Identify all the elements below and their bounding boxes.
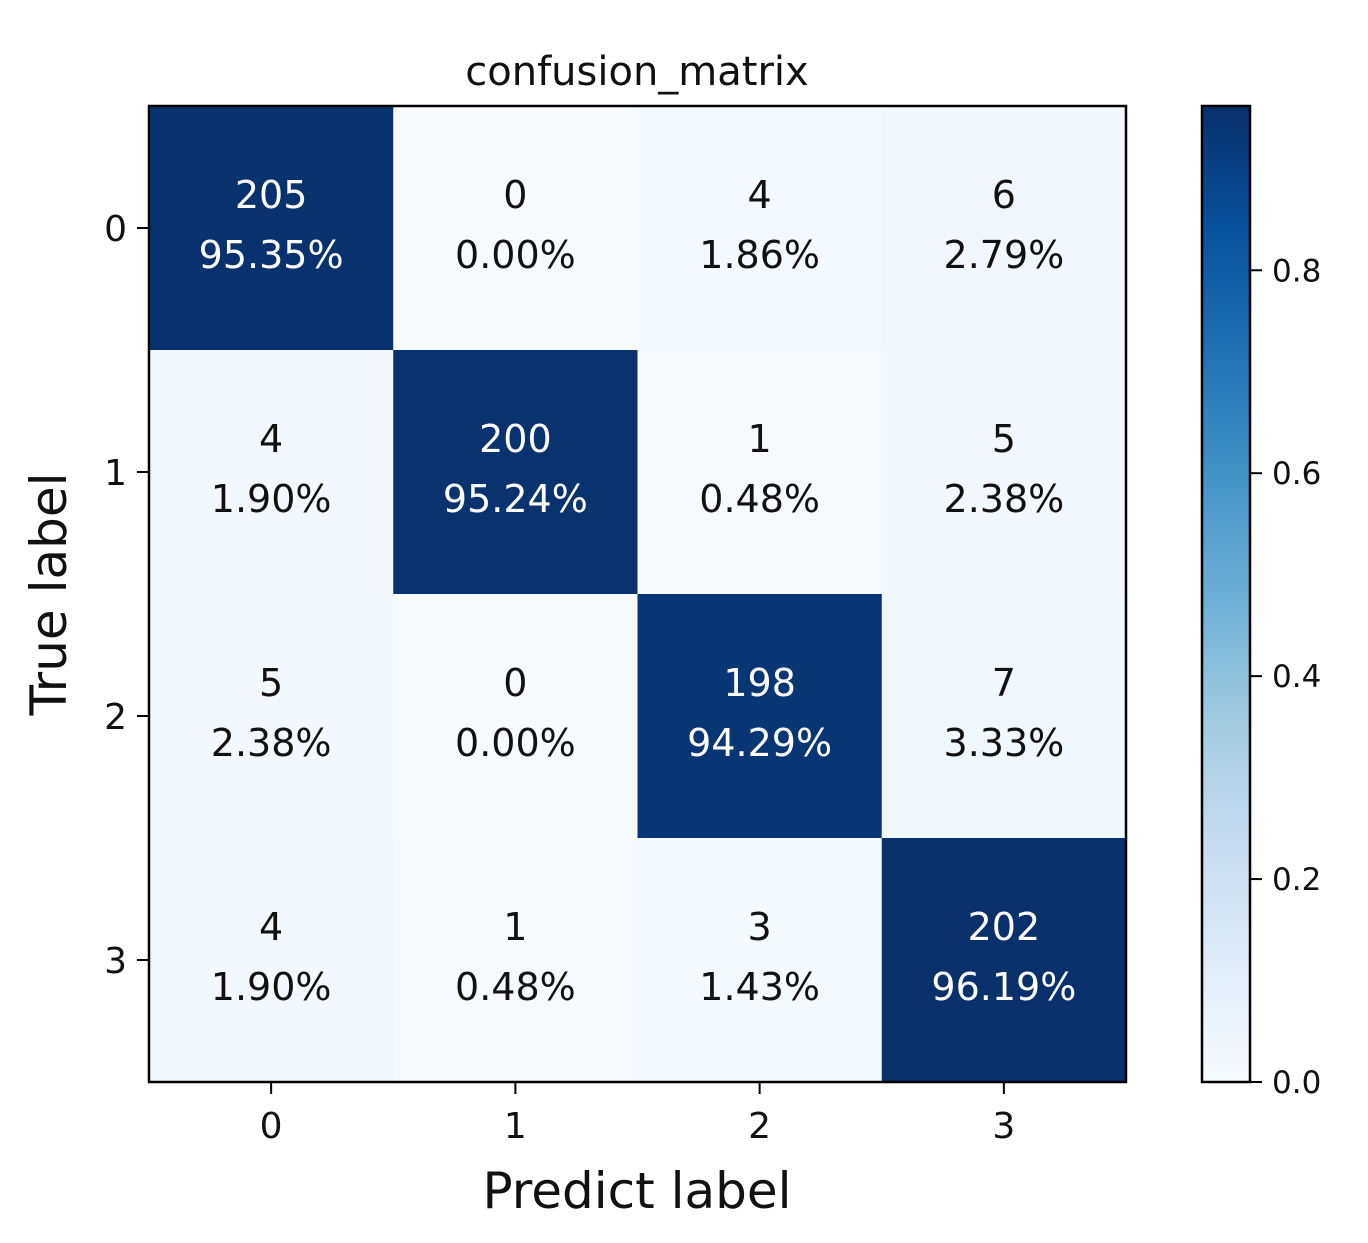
heatmap-cell [149,106,394,351]
cell-count-label: 3 [748,905,772,949]
colorbar-tick-label: 0.8 [1272,253,1321,289]
cell-count-label: 1 [748,417,772,461]
heatmap-cell [881,838,1127,1083]
cell-percent-label: 1.90% [211,477,332,521]
cell-count-label: 1 [503,905,527,949]
cell-count-label: 5 [259,661,283,705]
heatmap-cell [637,350,883,595]
heatmap-cell [881,350,1127,595]
cell-count-label: 200 [479,417,552,461]
cell-percent-label: 0.48% [455,965,576,1009]
heatmap-cell [637,106,883,351]
y-axis-ticks: 0 1 2 3 [104,209,149,982]
x-tick-label: 1 [504,1106,527,1147]
cell-percent-label: 0.00% [455,233,576,277]
cell-percent-label: 2.79% [944,233,1065,277]
y-axis-label: True label [20,472,78,716]
x-tick-label: 2 [748,1106,771,1147]
colorbar [1202,106,1250,1082]
heatmap-cell [881,106,1127,351]
colorbar-tick-label: 0.4 [1272,659,1321,695]
x-tick-label: 3 [992,1106,1015,1147]
x-tick-label: 0 [260,1106,283,1147]
cell-percent-label: 0.00% [455,721,576,765]
heatmap-cell [637,838,883,1083]
heatmap-cell [393,594,638,839]
chart-title: confusion_matrix [465,49,808,95]
cell-count-label: 198 [723,661,796,705]
cell-percent-label: 2.38% [944,477,1065,521]
y-tick-label: 1 [104,453,127,494]
cell-percent-label: 95.24% [443,477,588,521]
colorbar-ticks: 0.0 0.2 0.4 0.6 0.8 [1250,253,1321,1101]
cell-percent-label: 96.19% [931,965,1076,1009]
cell-percent-label: 1.86% [699,233,820,277]
cell-count-label: 205 [235,173,308,217]
plot-frame [147,104,1128,1084]
cell-count-label: 4 [259,905,283,949]
cell-count-label: 4 [748,173,772,217]
heatmap-cells: 205 95.35% 0 0.00% 4 1.86% 6 2.79% 4 1.90% 200 95.2… [149,106,1127,1083]
heatmap-cell [393,350,638,595]
cell-count-label: 0 [503,173,527,217]
heatmap-cell [393,106,638,351]
heatmap-cell [149,594,394,839]
y-tick-label: 0 [104,209,127,250]
cell-count-label: 0 [503,661,527,705]
cell-count-label: 7 [992,661,1016,705]
y-tick-label: 2 [104,697,127,738]
cell-count-label: 5 [992,417,1016,461]
cell-percent-label: 1.90% [211,965,332,1009]
colorbar-tick-label: 0.6 [1272,456,1321,492]
cell-percent-label: 94.29% [687,721,832,765]
heatmap-cell [881,594,1127,839]
cell-percent-label: 95.35% [199,233,344,277]
cell-count-label: 202 [968,905,1041,949]
colorbar-tick-label: 0.2 [1272,862,1321,898]
heatmap-cell [149,838,394,1083]
cell-percent-label: 0.48% [699,477,820,521]
colorbar-frame [1200,104,1252,1084]
cell-percent-label: 3.33% [944,721,1065,765]
heatmap-cell [637,594,883,839]
cell-count-label: 6 [992,173,1016,217]
x-axis-label: Predict label [482,1162,791,1220]
heatmap-cell [149,350,394,595]
cell-count-label: 4 [259,417,283,461]
x-axis-ticks: 0 1 2 3 [260,1082,1015,1147]
heatmap-cell [393,838,638,1083]
colorbar-tick-label: 0.0 [1272,1065,1321,1101]
cell-percent-label: 1.43% [699,965,820,1009]
y-tick-label: 3 [104,941,127,982]
cell-percent-label: 2.38% [211,721,332,765]
